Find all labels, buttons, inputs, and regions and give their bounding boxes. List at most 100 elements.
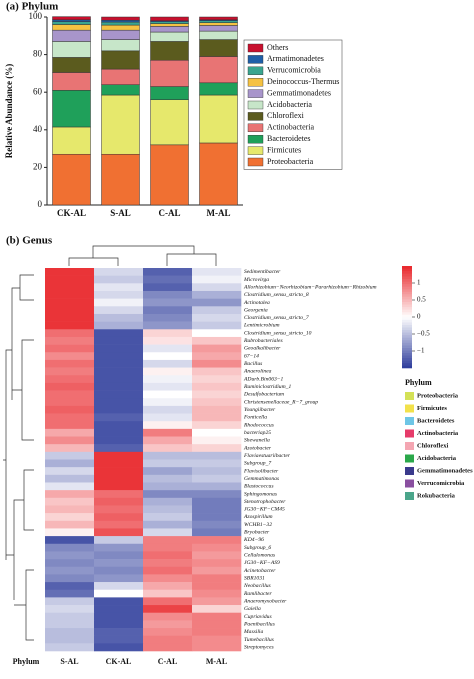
legend-swatch xyxy=(247,123,264,133)
heat-cell xyxy=(143,459,193,468)
row-label: Neobacillus xyxy=(243,583,271,589)
heat-cell xyxy=(45,329,95,338)
row-label: JG30−KF−CM45 xyxy=(244,507,285,513)
heat-cell xyxy=(94,597,144,606)
colorbar-step xyxy=(402,357,412,361)
bar-segment xyxy=(52,24,91,31)
heat-cell xyxy=(192,275,242,284)
row-label: Shewanella xyxy=(244,438,270,444)
heat-cell xyxy=(94,474,144,483)
colorbar-step xyxy=(402,347,412,351)
colorbar-step xyxy=(402,327,412,331)
heat-cell xyxy=(192,467,242,476)
colorbar-step xyxy=(402,283,412,287)
heat-cell xyxy=(94,268,144,276)
heat-cell xyxy=(45,436,95,445)
bar-segment xyxy=(52,41,91,58)
heat-cell xyxy=(143,336,193,345)
row-label: Sphingomonas xyxy=(244,491,277,497)
row-label: Allorhizobium−Neorhizobium−Pararhizobium… xyxy=(243,284,377,290)
heat-cell xyxy=(45,359,95,368)
heat-cell xyxy=(94,405,144,414)
bar-segment xyxy=(52,153,91,206)
colorbar-step xyxy=(402,296,412,300)
colorbar-step xyxy=(402,273,412,277)
heat-cell xyxy=(192,505,242,514)
heat-cell xyxy=(192,482,242,491)
heat-cell xyxy=(192,543,242,552)
heat-cell xyxy=(143,352,193,361)
heat-cell xyxy=(192,589,242,598)
colorbar-step xyxy=(402,286,412,290)
column-label: S-AL xyxy=(60,657,78,666)
legend-label: Verrucomicrobia xyxy=(417,480,465,487)
heat-cell xyxy=(94,321,144,330)
bar-segment xyxy=(52,29,91,42)
heat-cell xyxy=(94,643,144,652)
heat-cell xyxy=(45,597,95,606)
heat-cell xyxy=(94,543,144,552)
colorbar-step xyxy=(402,365,412,369)
heat-cell xyxy=(192,559,242,568)
colorbar-step xyxy=(402,291,412,295)
row-label: Azotobacter xyxy=(243,445,272,451)
legend-swatch xyxy=(247,43,264,53)
heat-cell xyxy=(192,474,242,483)
heat-cell xyxy=(45,474,95,483)
heat-cell xyxy=(94,436,144,445)
legend-swatch xyxy=(405,404,414,413)
heat-cell xyxy=(143,390,193,399)
heat-cell xyxy=(94,559,144,568)
legend-swatch xyxy=(405,454,414,463)
heat-cell xyxy=(143,444,193,453)
heat-cell xyxy=(45,352,95,361)
legend-swatch xyxy=(405,492,414,500)
bar-segment xyxy=(150,31,189,42)
heat-cell xyxy=(94,344,144,353)
heat-cell xyxy=(143,321,193,330)
heat-cell xyxy=(45,635,95,644)
row-label: Desulfobacterium xyxy=(243,391,284,398)
row-label: 67−14 xyxy=(244,353,259,359)
heat-cell xyxy=(143,551,193,560)
heat-cell xyxy=(45,451,95,460)
row-label: Gaiella xyxy=(244,606,261,612)
heat-cell xyxy=(143,566,193,575)
panel-b-title: (b) Genus xyxy=(6,235,53,247)
heat-cell xyxy=(45,306,95,315)
colorbar-step xyxy=(402,352,412,356)
heat-cell xyxy=(143,398,193,407)
row-label: Cellulomonas xyxy=(244,553,275,559)
heat-cell xyxy=(45,643,95,652)
column-label: M-AL xyxy=(206,657,227,666)
colorbar-step xyxy=(402,278,412,282)
bar-segment xyxy=(150,41,189,61)
legend-label: Others xyxy=(267,43,288,52)
legend-label: Actinobacteria xyxy=(417,430,459,437)
heat-cell xyxy=(143,275,193,284)
heat-cell xyxy=(143,505,193,514)
x-tick-label: C-AL xyxy=(159,208,181,218)
row-label: bacteriap25 xyxy=(244,430,271,436)
colorbar-step xyxy=(402,319,412,323)
heat-cell xyxy=(45,505,95,514)
legend-swatch xyxy=(405,479,414,488)
heat-cell xyxy=(94,582,144,591)
heat-cell xyxy=(45,283,95,292)
colorbar-step xyxy=(402,281,412,285)
heat-cell xyxy=(45,490,95,499)
heat-cell xyxy=(143,589,193,598)
y-tick-label: 80 xyxy=(33,49,43,59)
row-label: Azospirillum xyxy=(243,514,273,520)
bar-segment xyxy=(150,21,189,24)
heat-cell xyxy=(94,375,144,384)
heat-cell xyxy=(45,566,95,575)
row-label: Fonticella xyxy=(243,415,267,421)
heat-cell xyxy=(192,382,242,391)
heat-cell xyxy=(94,428,144,437)
heat-cell xyxy=(45,620,95,629)
row-label: ADurb.Bin063−1 xyxy=(243,376,284,382)
heat-cell xyxy=(143,382,193,391)
heat-cell xyxy=(192,551,242,560)
row-label: Clostridium_sensu_stricto_7 xyxy=(244,315,309,321)
